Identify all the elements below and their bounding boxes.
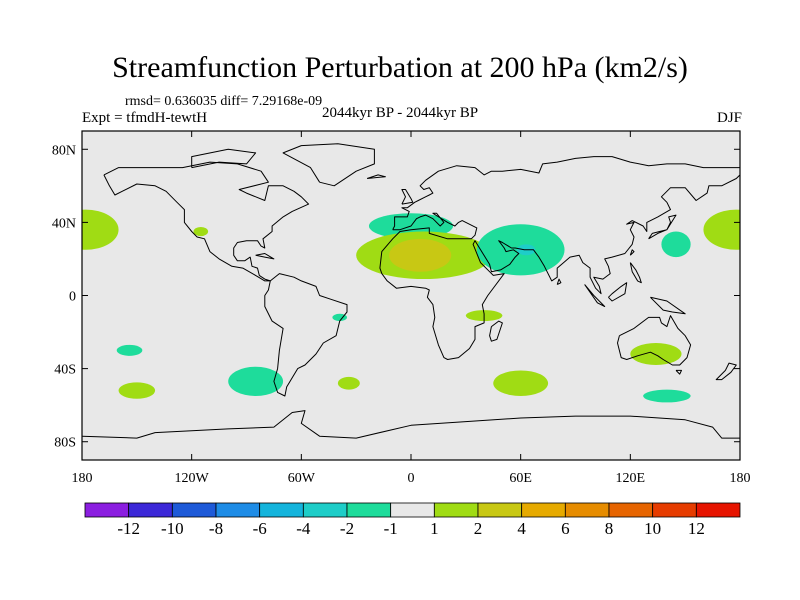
coastline (715, 362, 737, 381)
coastline (489, 320, 503, 342)
anomaly-region (630, 343, 682, 365)
colorbar-label: 4 (517, 519, 526, 538)
anomaly-region (82, 209, 119, 250)
colorbar-swatch (128, 502, 173, 518)
coastline (255, 253, 275, 260)
anomaly-region (116, 344, 143, 356)
coastline (629, 262, 642, 284)
coastline (584, 284, 606, 307)
coastline (82, 410, 740, 439)
colorbar-swatch (695, 502, 741, 518)
colorbar-swatch (477, 502, 523, 518)
anomaly-region (493, 370, 549, 397)
colorbar-swatch (433, 502, 479, 518)
colorbar-label: -12 (117, 519, 140, 538)
colorbar-label: 8 (605, 519, 614, 538)
colorbar-label: 12 (688, 519, 705, 538)
experiment-label: Expt = tfmdH-tewtH (82, 110, 208, 126)
coastline (648, 214, 677, 240)
period-label: 2044kyr BP - 2044kyr BP (322, 105, 479, 121)
colorbar-label: -10 (161, 519, 184, 538)
colorbar-label: -6 (253, 519, 267, 538)
colorbar-swatch (215, 502, 261, 518)
coastline (556, 278, 562, 285)
coastline (629, 249, 635, 256)
anomaly-region (193, 226, 209, 237)
x-tick-label: 180 (72, 471, 93, 486)
y-tick-label: 80N (52, 143, 76, 158)
coastline (379, 156, 740, 360)
anomaly-region (228, 366, 284, 397)
y-tick-label: 40N (52, 216, 76, 231)
anomaly-region (661, 231, 691, 258)
coastline (282, 143, 375, 187)
coastline (264, 273, 348, 397)
anomaly-region (337, 376, 360, 390)
coastline (401, 189, 414, 205)
colorbar-label: 2 (474, 519, 483, 538)
coastline (366, 174, 386, 179)
x-tick-label: 120W (175, 471, 210, 486)
colorbar-label: -1 (384, 519, 398, 538)
y-tick-label: 40S (54, 363, 76, 378)
colorbar-swatch (346, 502, 392, 518)
anomaly-region (389, 238, 452, 272)
anomaly-region (643, 389, 691, 403)
x-tick-label: 60E (509, 471, 532, 486)
y-tick-label: 0 (69, 290, 76, 305)
season-label: DJF (716, 110, 742, 126)
x-tick-label: 60W (288, 471, 316, 486)
colorbar-label: 1 (430, 519, 439, 538)
coastline (103, 161, 310, 282)
anomaly-region (332, 313, 348, 322)
colorbar-swatch (564, 502, 610, 518)
colorbar-label: 6 (561, 519, 570, 538)
coastline (675, 369, 682, 375)
x-tick-label: 180 (730, 471, 751, 486)
colorbar-label: -2 (340, 519, 354, 538)
anomaly-region (703, 209, 740, 250)
colorbar-swatch (608, 502, 654, 518)
y-tick-label: 80S (54, 436, 76, 451)
coastline (650, 296, 686, 315)
colorbar-swatch (259, 502, 304, 518)
rmsd-label: rmsd= 0.636035 diff= 7.29168e-09 (125, 94, 323, 109)
coastline (608, 282, 628, 302)
colorbar-swatch (171, 502, 217, 518)
colorbar-swatch (302, 502, 348, 518)
anomaly-region (118, 382, 156, 399)
x-tick-label: 120E (616, 471, 646, 486)
coastline (617, 315, 692, 366)
colorbar-swatch (390, 502, 435, 518)
colorbar-label: -8 (209, 519, 223, 538)
colorbar-swatch (521, 502, 566, 518)
x-tick-label: 0 (408, 471, 415, 486)
colorbar-swatch (84, 502, 130, 518)
chart-title: Streamfunction Perturbation at 200 hPa (… (112, 51, 688, 84)
colorbar-label: -4 (296, 519, 311, 538)
coastline (191, 148, 257, 169)
plot-background (82, 131, 740, 460)
colorbar-swatch (652, 502, 697, 518)
colorbar-label: 10 (644, 519, 661, 538)
